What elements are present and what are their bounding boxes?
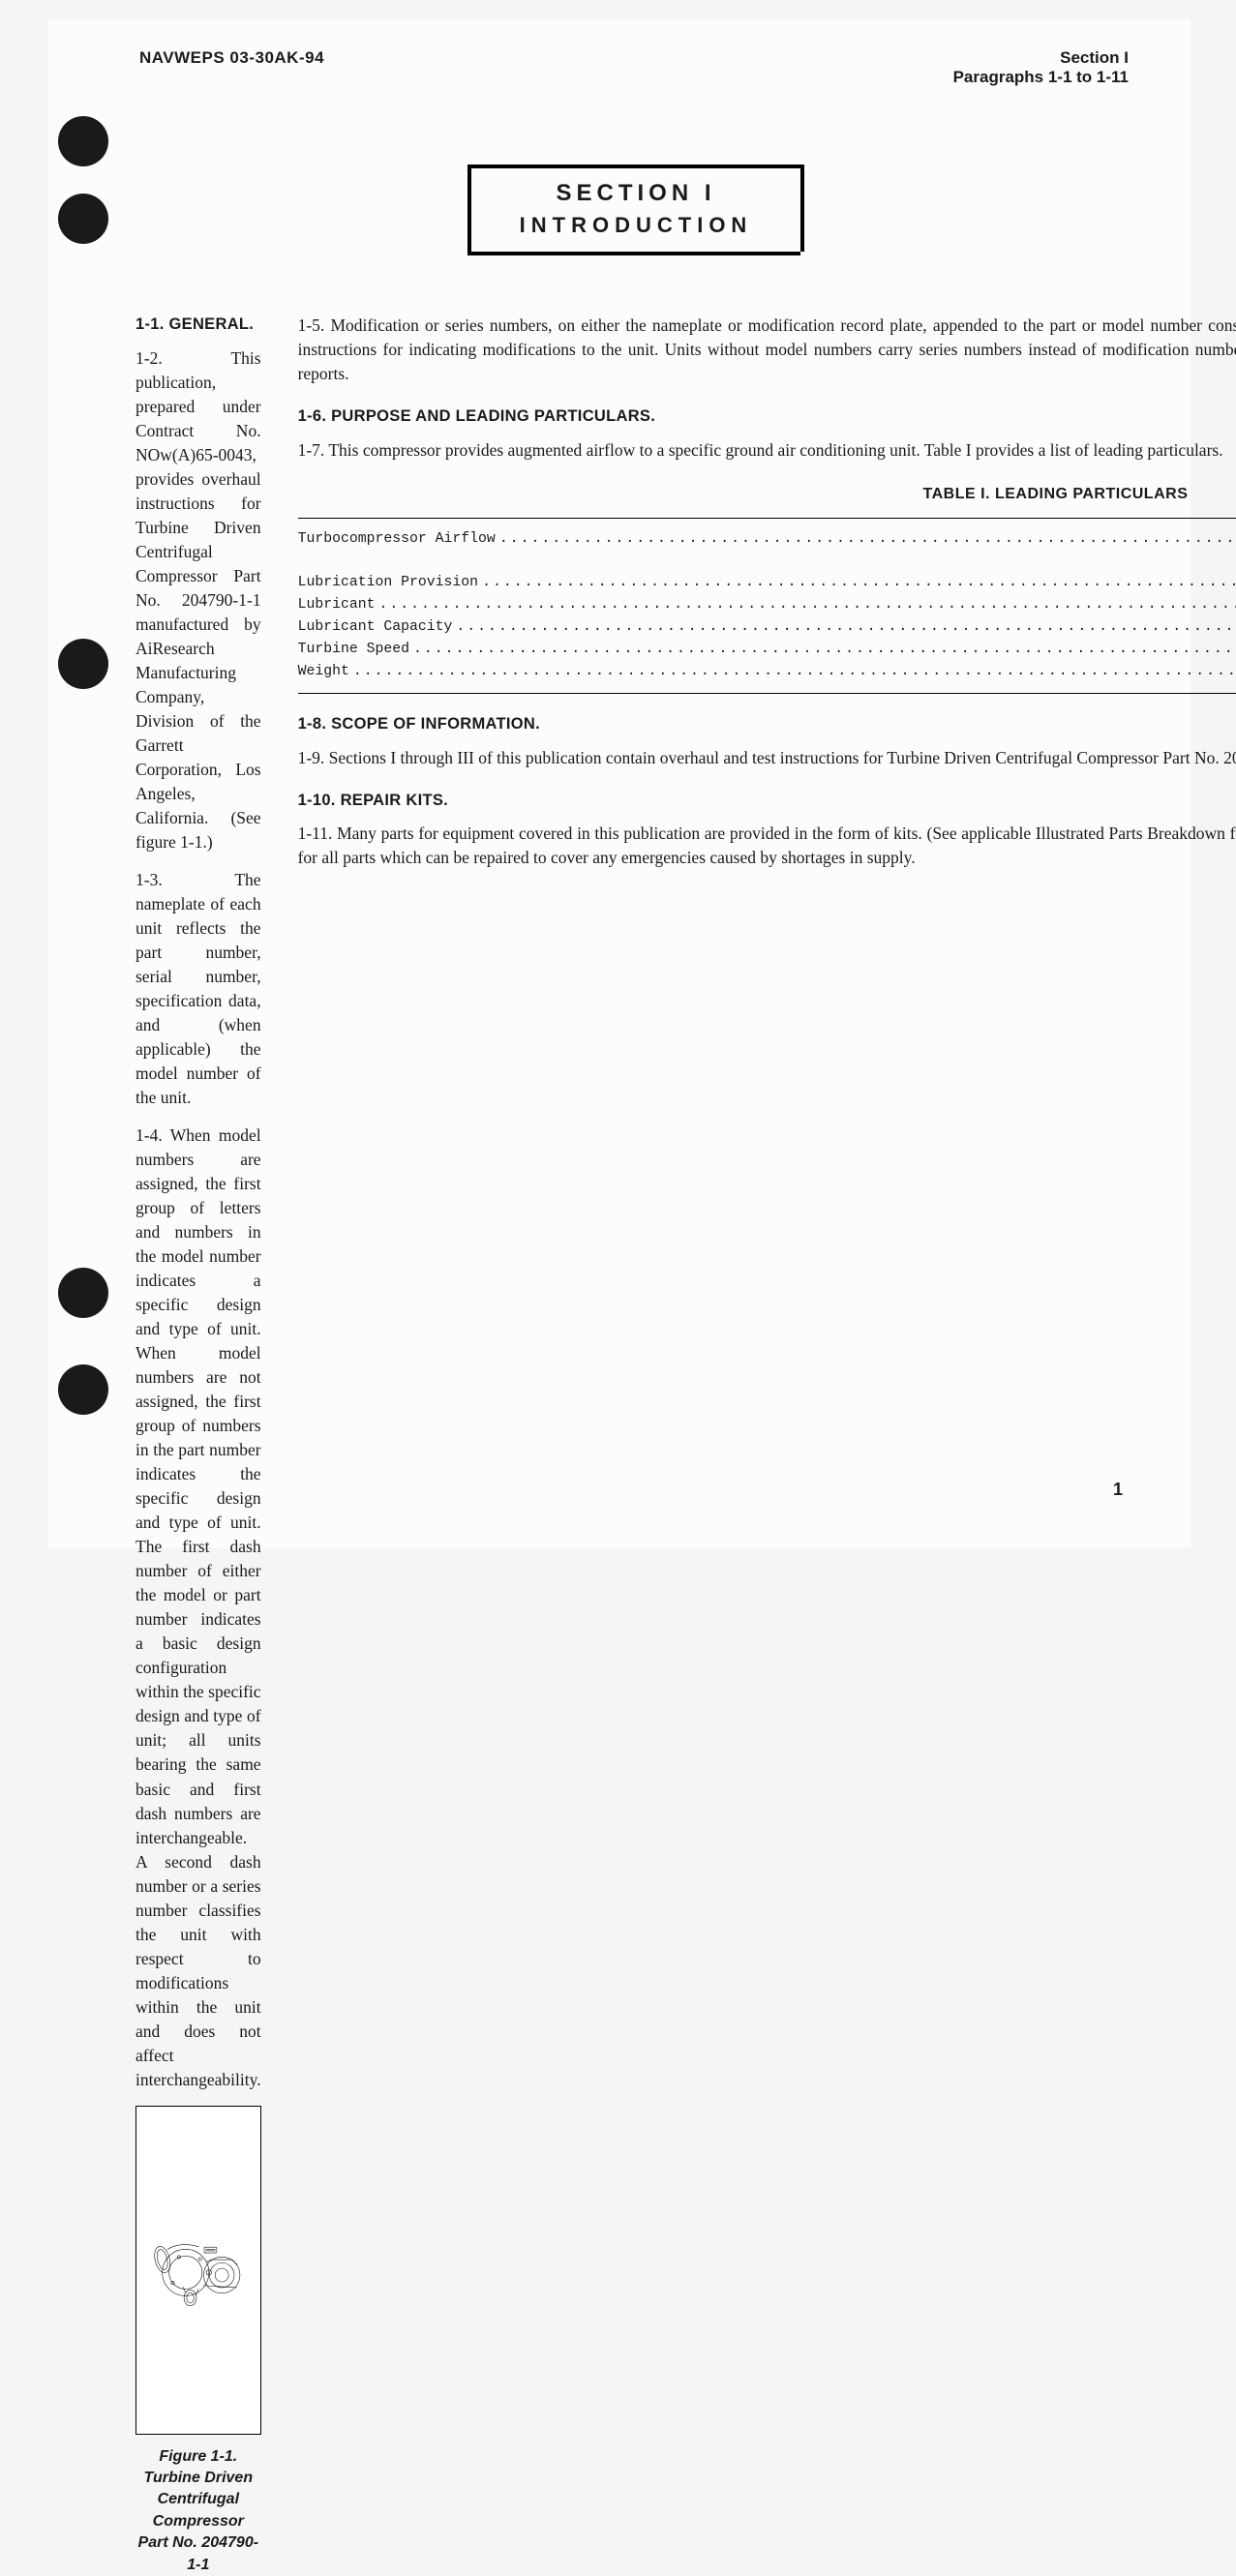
para-1-9: 1-9. Sections I through III of this publ… [298,746,1236,770]
table-label: Lubrication Provision [298,572,478,594]
heading-purpose: 1-6. PURPOSE AND LEADING PARTICULARS. [298,405,1236,429]
para-1-3: 1-3. The nameplate of each unit reflects… [136,868,261,1110]
heading-scope: 1-8. SCOPE OF INFORMATION. [298,713,1236,736]
para-1-5: 1-5. Modification or series numbers, on … [298,314,1236,386]
page-header: NAVWEPS 03-30AK-94 Section I Paragraphs … [136,48,1132,87]
table-row: (sea level) [298,550,1236,572]
table-label: Weight [298,661,349,683]
header-right: Section I Paragraphs 1-1 to 1-11 [953,48,1129,87]
paragraphs-label: Paragraphs 1-1 to 1-11 [953,68,1129,87]
para-1-4: 1-4. When model numbers are assigned, th… [136,1123,261,2092]
section-heading-wrap: SECTION I INTRODUCTION [136,165,1132,255]
table-dots [478,572,1236,594]
para-1-2: 1-2. This publication, prepared under Co… [136,346,261,854]
figure-caption-line-2: Part No. 204790-1-1 [138,2534,259,2572]
table-row: Turbocompressor Airflow125.0 to 127.5 lb… [298,528,1236,551]
para-1-7: 1-7. This compressor provides augmented … [298,438,1236,463]
para-1-11: 1-11. Many parts for equipment covered i… [298,822,1236,870]
section-title: SECTION I [520,180,753,207]
table-1-title: TABLE I. LEADING PARTICULARS [298,484,1236,506]
doc-id: NAVWEPS 03-30AK-94 [139,48,324,87]
table-label: Lubricant Capacity [298,616,453,639]
table-label: Turbine Speed [298,639,409,661]
punch-hole [58,116,108,166]
content-columns: 1-1. GENERAL. 1-2. This publication, pre… [136,314,1132,2576]
table-row: Weight25.0 lb (approx) [298,661,1236,683]
heading-repair: 1-10. REPAIR KITS. [298,790,1236,813]
figure-1-1-caption: Figure 1-1. Turbine Driven Centrifugal C… [136,2446,261,2576]
figure-caption-line-1: Figure 1-1. Turbine Driven Centrifugal C… [143,2448,253,2530]
table-label: Lubricant [298,594,376,616]
page-number: 1 [1113,1480,1123,1500]
punch-hole [58,194,108,244]
compressor-illustration [144,2126,253,2413]
table-label: Turbocompressor Airflow [298,528,496,551]
table-row: LubricantOil (Military Specification MIL… [298,594,1236,616]
table-dots [409,639,1236,661]
table-dots [496,528,1236,551]
punch-hole [58,639,108,689]
section-label: Section I [953,48,1129,68]
section-heading-box: SECTION I INTRODUCTION [467,165,801,255]
right-column: 1-5. Modification or series numbers, on … [298,314,1236,2576]
table-dots [376,594,1236,616]
left-column: 1-1. GENERAL. 1-2. This publication, pre… [136,314,261,2576]
section-subtitle: INTRODUCTION [520,213,753,238]
punch-hole [58,1364,108,1415]
table-dots [349,661,1236,683]
table-row: Turbine Speed59,000 rpm (approx) [298,639,1236,661]
table-row: Lubricant Capacity250 (±5) cc [298,616,1236,639]
table-row: Lubrication ProvisionFelt-wick and sump [298,572,1236,594]
punch-hole [58,1268,108,1318]
figure-1-1-box [136,2106,261,2435]
table-dots [452,616,1236,639]
heading-general: 1-1. GENERAL. [136,314,261,337]
table-1: Turbocompressor Airflow125.0 to 127.5 lb… [298,518,1236,694]
document-page: NAVWEPS 03-30AK-94 Section I Paragraphs … [48,19,1191,1548]
